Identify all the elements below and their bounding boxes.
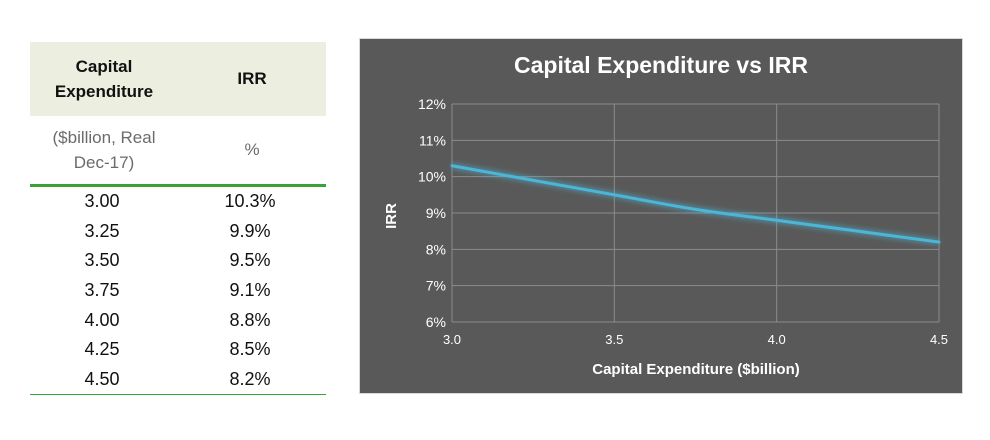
units-capex-line1: ($billion, Real (52, 128, 156, 147)
data-point (694, 207, 698, 211)
x-tick-label: 3.5 (605, 332, 623, 347)
capex-cell: 4.25 (84, 339, 120, 360)
series-line-irr (450, 164, 941, 244)
header-capex-line1: Capital (75, 57, 133, 76)
table-row: 3.75 9.1% (30, 276, 326, 306)
y-tick-label: 9% (426, 205, 446, 221)
units-capex: ($billion, Real Dec-17) (30, 125, 178, 175)
y-tick-label: 6% (426, 314, 446, 330)
data-point (937, 240, 941, 244)
header-capex-line2: Expenditure (54, 82, 154, 101)
y-axis-label: IRR (383, 203, 400, 229)
capex-cell: 3.00 (84, 191, 120, 212)
data-point (775, 218, 779, 222)
irr-cell: 8.5% (229, 339, 271, 360)
irr-cell: 8.2% (229, 368, 271, 389)
chart-title: Capital Expenditure vs IRR (514, 52, 808, 78)
irr-cell: 10.3% (224, 191, 276, 212)
table-row: 4.25 8.5% (30, 335, 326, 365)
irr-cell: 8.8% (229, 309, 271, 330)
table-row: 3.25 9.9% (30, 217, 326, 247)
table-units-row: ($billion, Real Dec-17) % (30, 116, 326, 187)
irr-cell: 9.9% (229, 220, 271, 241)
header-irr: IRR (237, 69, 267, 88)
y-tick-label: 12% (418, 96, 446, 112)
data-point (531, 178, 535, 182)
y-tick-label: 11% (419, 132, 446, 148)
series-line-glow (451, 162, 940, 246)
data-point (856, 229, 860, 233)
y-tick-label: 8% (426, 241, 446, 257)
data-point (450, 164, 454, 168)
y-tick-label: 7% (426, 278, 446, 294)
table-body: 3.00 10.3% 3.25 9.9% 3.50 9.5% 3.75 9.1%… (30, 187, 326, 396)
table-row: 4.50 8.2% (30, 365, 326, 395)
chart-plot-area: 6% 7% 8% 9% 10% 11% 12% 3.0 3.5 4.0 4.5 Capital Ex… (383, 96, 948, 378)
irr-chart: Capital Expenditure vs IRR 6% 7% 8% 9% 10% 11… (359, 38, 963, 394)
y-tick-label: 10% (418, 169, 446, 185)
table-row: 4.00 8.8% (30, 305, 326, 335)
x-tick-label: 3.0 (443, 332, 461, 347)
table-header: Capital Expenditure IRR (30, 42, 326, 116)
table-row: 3.50 9.5% (30, 246, 326, 276)
capex-cell: 4.50 (84, 368, 120, 389)
capex-cell: 3.75 (84, 280, 120, 301)
units-irr: % (244, 140, 260, 159)
units-capex-line2: Dec-17) (73, 153, 135, 172)
table-row: 3.00 10.3% (30, 187, 326, 217)
irr-cell: 9.5% (229, 250, 271, 271)
capex-irr-table: Capital Expenditure IRR ($billion, Real … (30, 42, 326, 396)
x-tick-label: 4.5 (930, 332, 948, 347)
capex-cell: 3.25 (84, 220, 120, 241)
header-capex: Capital Expenditure (30, 54, 178, 104)
data-point (612, 193, 616, 197)
capex-cell: 4.00 (84, 309, 120, 330)
capex-cell: 3.50 (84, 250, 120, 271)
irr-cell: 9.1% (229, 280, 271, 301)
x-tick-label: 4.0 (768, 332, 786, 347)
x-axis-label: Capital Expenditure ($billion) (592, 361, 800, 378)
